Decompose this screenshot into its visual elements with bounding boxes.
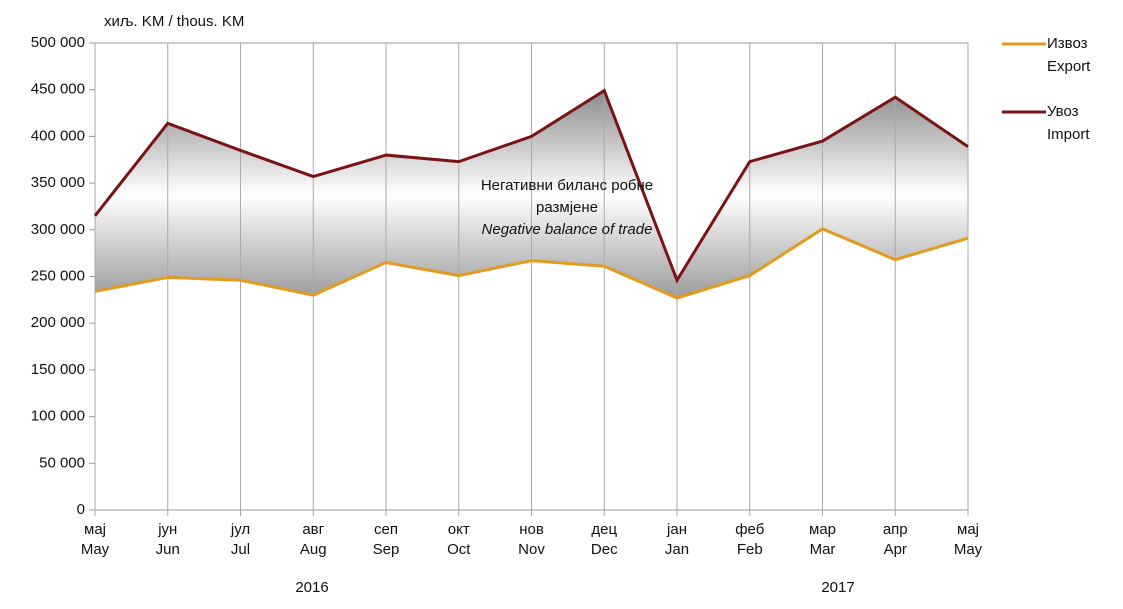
year-label: 2016 bbox=[295, 579, 328, 596]
x-tick-label: Jan bbox=[665, 541, 689, 558]
x-tick-label: јул bbox=[230, 521, 250, 538]
x-tick-label: Jun bbox=[156, 541, 180, 558]
x-tick-label: Mar bbox=[810, 541, 836, 558]
x-tick-label: Feb bbox=[737, 541, 763, 558]
y-tick-label: 50 000 bbox=[39, 454, 85, 471]
legend-label: Увоз bbox=[1047, 103, 1079, 120]
series-line bbox=[93, 88, 969, 284]
x-tick-label: May bbox=[81, 541, 110, 558]
series-line bbox=[94, 227, 969, 300]
legend-label: Извоз bbox=[1047, 35, 1088, 52]
x-tick-label: јун bbox=[157, 521, 177, 538]
x-tick-label: јан bbox=[666, 521, 687, 538]
x-tick-label: Nov bbox=[518, 541, 545, 558]
y-tick-label: 400 000 bbox=[31, 127, 85, 144]
x-tick-label: Sep bbox=[373, 541, 400, 558]
x-tick-label: Aug bbox=[300, 541, 327, 558]
legend-label: Export bbox=[1047, 58, 1091, 75]
x-tick-label: Jul bbox=[231, 541, 250, 558]
y-tick-label: 100 000 bbox=[31, 408, 85, 425]
year-label: 2017 bbox=[821, 579, 854, 596]
x-tick-label: дец bbox=[591, 521, 617, 538]
x-tick-label: мај bbox=[957, 521, 979, 538]
x-tick-label: Oct bbox=[447, 541, 471, 558]
x-tick-label: нов bbox=[519, 521, 544, 538]
x-tick-label: Apr bbox=[884, 541, 907, 558]
annotation: Негативни биланс робне bbox=[481, 177, 653, 194]
x-tick-label: May bbox=[954, 541, 983, 558]
x-tick-label: окт bbox=[448, 521, 470, 538]
y-tick-label: 500 000 bbox=[31, 34, 85, 51]
y-tick-label: 150 000 bbox=[31, 361, 85, 378]
x-tick-label: феб bbox=[735, 521, 764, 538]
y-tick-label: 250 000 bbox=[31, 267, 85, 284]
y-tick-label: 200 000 bbox=[31, 314, 85, 331]
x-tick-label: Dec bbox=[591, 541, 618, 558]
legend-label: Import bbox=[1047, 126, 1090, 143]
x-tick-label: апр bbox=[883, 521, 908, 538]
x-tick-label: мар bbox=[809, 521, 836, 538]
annotation: размјене bbox=[536, 199, 598, 216]
x-tick-label: мај bbox=[84, 521, 106, 538]
y-tick-label: 350 000 bbox=[31, 174, 85, 191]
x-tick-label: авг bbox=[302, 521, 324, 538]
y-tick-label: 450 000 bbox=[31, 81, 85, 98]
annotation: Negative balance of trade bbox=[482, 221, 653, 238]
y-unit-label: хиљ. KM / thous. KM bbox=[104, 13, 244, 30]
x-tick-label: сеп bbox=[374, 521, 398, 538]
y-tick-label: 300 000 bbox=[31, 221, 85, 238]
y-tick-label: 0 bbox=[77, 501, 85, 518]
